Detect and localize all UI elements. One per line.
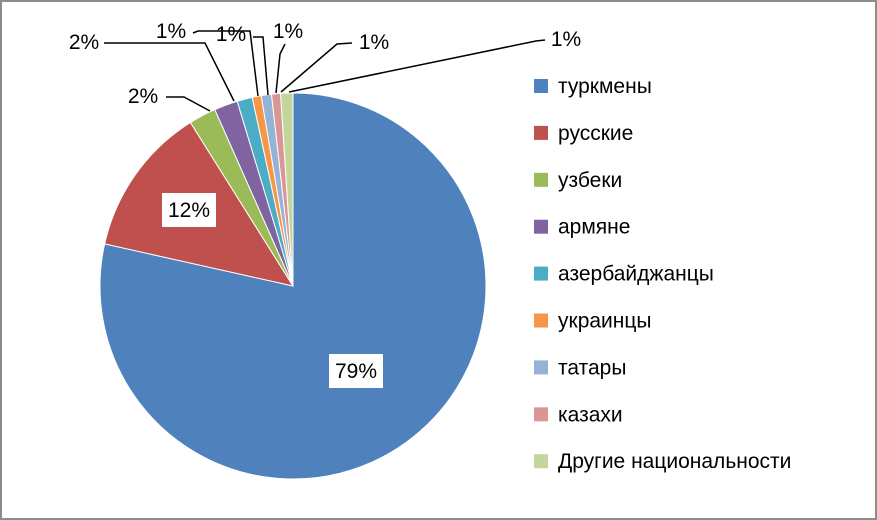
data-label-box-1 [329, 354, 383, 388]
data-label-3: 2% [128, 85, 158, 108]
legend-label-8: казахи [558, 403, 623, 426]
leader-line-3 [166, 96, 211, 112]
legend-swatch-6 [534, 313, 548, 328]
leader-line-9 [288, 39, 546, 93]
data-label-5: 1% [156, 20, 186, 43]
legend-swatch-7 [534, 360, 548, 375]
data-label-6: 1% [216, 23, 246, 46]
data-label-box-2 [162, 193, 216, 227]
legend-label-3: узбеки [558, 169, 622, 192]
legend-swatch-9 [534, 454, 548, 469]
legend: туркмены русские узбеки армяне азербайджанцы… [534, 75, 791, 473]
legend-label-4: армяне [558, 216, 630, 239]
data-label-9: 1% [551, 28, 581, 51]
legend-label-5: азербайджанцы [558, 263, 714, 286]
legend-label-9: Другие национальности [558, 450, 791, 473]
leader-line-5 [192, 30, 259, 97]
legend-swatch-3 [534, 172, 548, 187]
legend-swatch-8 [534, 407, 548, 422]
data-label-7: 1% [273, 20, 303, 43]
pie-slice-9 [280, 92, 294, 287]
leader-line-4 [104, 42, 235, 102]
data-label-1: 79% [335, 360, 377, 383]
legend-swatch-5 [534, 266, 548, 281]
legend-label-6: украинцы [558, 310, 652, 333]
legend-label-2: русские [558, 122, 633, 145]
leader-line-6 [253, 36, 269, 96]
leader-lines [104, 30, 546, 112]
leader-line-7 [275, 43, 286, 94]
data-label-4: 2% [69, 31, 99, 54]
legend-label-1: туркмены [558, 75, 652, 98]
pie-slices [99, 92, 487, 480]
legend-swatch-4 [534, 219, 548, 234]
legend-swatch-2 [534, 125, 548, 140]
legend-swatch-1 [534, 79, 548, 93]
legend-label-7: татары [558, 356, 626, 379]
data-labels: 79% 12% 2% 2% 1% 1% 1% 1% 1% [69, 20, 581, 388]
data-label-8: 1% [359, 31, 389, 54]
leader-line-8 [280, 42, 353, 93]
data-label-2: 12% [168, 199, 210, 222]
